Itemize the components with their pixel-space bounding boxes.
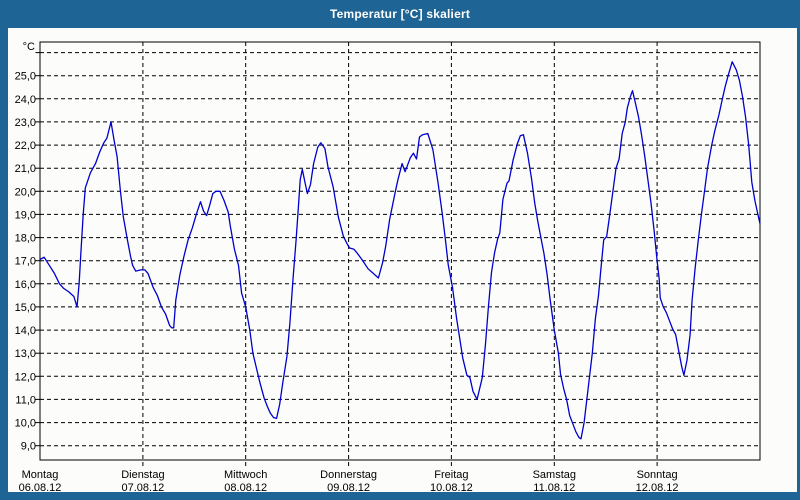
chart-area bbox=[8, 28, 797, 492]
window-title: Temperatur [°C] skaliert bbox=[329, 7, 471, 21]
window-titlebar: Temperatur [°C] skaliert bbox=[0, 0, 800, 28]
